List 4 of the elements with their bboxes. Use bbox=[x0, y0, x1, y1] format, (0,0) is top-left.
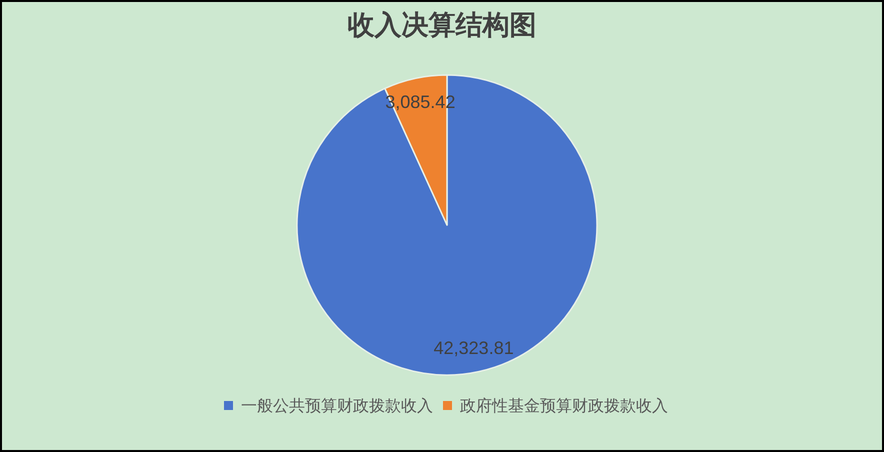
chart-title: 收入决算结构图 bbox=[348, 10, 536, 41]
data-label: 42,323.81 bbox=[434, 338, 514, 358]
legend-label: 一般公共预算财政拨款收入 bbox=[241, 396, 433, 415]
legend-label: 政府性基金预算财政拨款收入 bbox=[460, 396, 668, 415]
